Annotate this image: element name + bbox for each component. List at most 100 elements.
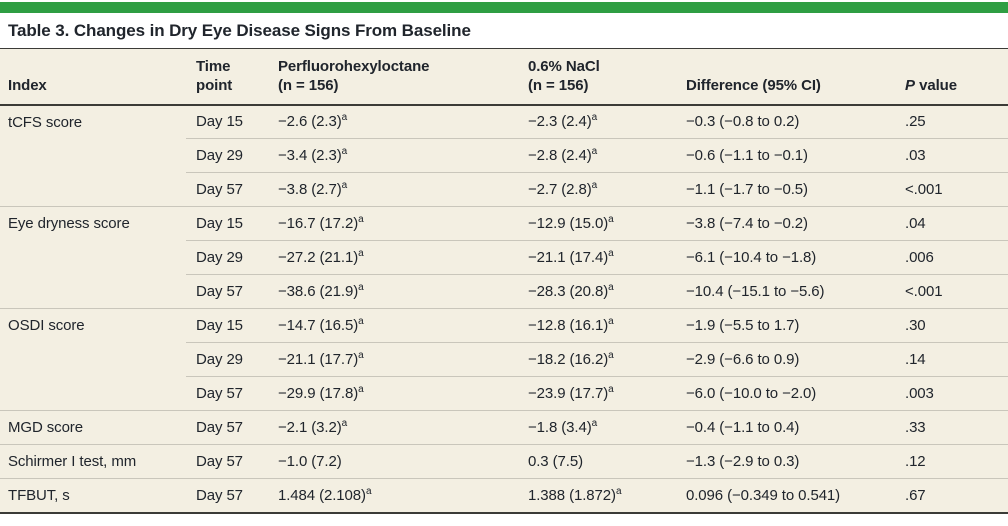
cell-pfho: −21.1 (17.7)a — [268, 342, 518, 377]
cell-index — [0, 275, 186, 309]
cell-time: Day 15 — [186, 308, 268, 343]
footnote-marker: a — [365, 485, 372, 497]
table-body: tCFS score Day 15 −2.6 (2.3)a −2.3 (2.4)a −0… — [0, 105, 1008, 513]
cell-time: Day 15 — [186, 206, 268, 241]
table-row: Day 29 −3.4 (2.3)a −2.8 (2.4)a −0.6 (−1.1 t… — [0, 138, 1008, 173]
table-row: tCFS score Day 15 −2.6 (2.3)a −2.3 (2.4)a −0… — [0, 105, 1008, 139]
cell-diff: −0.6 (−1.1 to −0.1) — [676, 138, 895, 173]
footnote-marker: a — [608, 350, 614, 361]
footnote-marker: a — [358, 282, 364, 293]
table-row: Day 57 −29.9 (17.8)a −23.9 (17.7)a −6.0 (−1… — [0, 376, 1008, 411]
cell-p: <.001 — [895, 172, 1008, 207]
cell-pfho: −3.4 (2.3)a — [268, 138, 518, 173]
cell-diff: −1.3 (−2.9 to 0.3) — [676, 444, 895, 479]
table-row: Schirmer I test, mm Day 57 −1.0 (7.2) 0.3 (… — [0, 444, 1008, 479]
cell-pfho: −38.6 (21.9)a — [268, 274, 518, 309]
cell-nacl: −2.8 (2.4)a — [518, 138, 676, 173]
table-row: OSDI score Day 15 −14.7 (16.5)a −12.8 (16.1… — [0, 308, 1008, 343]
cell-pfho: 1.484 (2.108)a — [268, 478, 518, 513]
cell-index: TFBUT, s — [0, 478, 186, 513]
footnote-marker: a — [591, 180, 598, 191]
cell-time: Day 57 — [186, 274, 268, 309]
cell-nacl: −12.9 (15.0)a — [518, 206, 676, 241]
table-row: Day 29 −21.1 (17.7)a −18.2 (16.2)a −2.9 (−6… — [0, 342, 1008, 377]
cell-nacl: 0.3 (7.5) — [518, 444, 676, 479]
cell-nacl: −2.3 (2.4)a — [528, 112, 598, 131]
cell-index — [0, 139, 186, 173]
footnote-marker: a — [608, 384, 614, 395]
cell-diff: −10.4 (−15.1 to −5.6) — [676, 274, 895, 309]
cell-index — [0, 343, 186, 377]
p-value-rest: value — [919, 76, 957, 94]
cell-p: .30 — [895, 308, 1008, 343]
cell-pfho: −29.9 (17.8)a — [268, 376, 518, 411]
table-row: MGD score Day 57 −2.1 (3.2)a −1.8 (3.4)a −0.… — [0, 410, 1008, 445]
cell-time: Day 57 — [186, 376, 268, 411]
col-header-index-label: Index — [8, 76, 47, 94]
results-table: Index Time point Perfluorohexyloctane (n… — [0, 48, 1008, 514]
col-header-nacl: 0.6% NaCl (n = 156) — [518, 48, 676, 106]
cell-pfho: −14.7 (16.5)a — [268, 308, 518, 343]
accent-bar — [0, 2, 1008, 13]
cell-index — [0, 377, 186, 411]
cell-time: Day 29 — [186, 138, 268, 173]
cell-pfho: −2.6 (2.3)a — [278, 112, 348, 131]
footnote-marker: a — [591, 112, 598, 124]
cell-p: .04 — [895, 206, 1008, 241]
footnote-marker: a — [341, 180, 348, 191]
cell-diff: −1.9 (−5.5 to 1.7) — [676, 308, 895, 343]
table-row: TFBUT, s Day 57 1.484 (2.108)a 1.388 (1.872… — [0, 478, 1008, 513]
table-header: Index Time point Perfluorohexyloctane (n… — [0, 48, 1008, 106]
footnote-marker: a — [615, 485, 622, 497]
cell-nacl: −18.2 (16.2)a — [518, 342, 676, 377]
table-row: Day 57 −38.6 (21.9)a −28.3 (20.8)a −10.4 (−… — [0, 274, 1008, 309]
table-row: Day 57 −3.8 (2.7)a −2.7 (2.8)a −1.1 (−1.7 t… — [0, 172, 1008, 207]
cell-diff: −6.0 (−10.0 to −2.0) — [676, 376, 895, 411]
cell-diff: −3.8 (−7.4 to −0.2) — [676, 206, 895, 241]
cell-nacl: −28.3 (20.8)a — [518, 274, 676, 309]
footnote-marker: a — [608, 316, 614, 327]
cell-time: Day 15 — [196, 113, 243, 131]
cell-diff: −0.3 (−0.8 to 0.2) — [686, 113, 800, 131]
cell-nacl: −12.8 (16.1)a — [518, 308, 676, 343]
cell-index: OSDI score — [0, 308, 186, 343]
cell-time: Day 57 — [186, 172, 268, 207]
cell-diff: −0.4 (−1.1 to 0.4) — [676, 410, 895, 445]
table-title: Table 3. Changes in Dry Eye Disease Sign… — [8, 20, 471, 40]
footnote-marker: a — [341, 418, 348, 429]
cell-index: tCFS score — [8, 113, 83, 131]
cell-p: .03 — [895, 138, 1008, 173]
cell-index: Schirmer I test, mm — [0, 444, 186, 479]
col-header-index: Index — [0, 48, 186, 106]
cell-pfho: −16.7 (17.2)a — [268, 206, 518, 241]
cell-time: Day 57 — [186, 444, 268, 479]
cell-nacl: 1.388 (1.872)a — [518, 478, 676, 513]
cell-diff: 0.096 (−0.349 to 0.541) — [676, 478, 895, 513]
cell-p: .006 — [895, 240, 1008, 275]
cell-p: .003 — [895, 376, 1008, 411]
cell-time: Day 57 — [186, 478, 268, 513]
col-header-time-point: Time point — [186, 48, 268, 106]
p-value-italic: P — [905, 76, 915, 94]
table-row: Eye dryness score Day 15 −16.7 (17.2)a −12.… — [0, 206, 1008, 241]
cell-p: .33 — [895, 410, 1008, 445]
footnote-marker: a — [591, 146, 598, 157]
cell-time: Day 29 — [186, 240, 268, 275]
footnote-marker: a — [358, 350, 364, 361]
footnote-marker: a — [358, 384, 364, 395]
footnote-marker: a — [341, 112, 348, 124]
cell-p: .12 — [895, 444, 1008, 479]
cell-nacl: −1.8 (3.4)a — [518, 410, 676, 445]
cell-p: <.001 — [895, 274, 1008, 309]
col-header-perfluorohexyloctane: Perfluorohexyloctane (n = 156) — [268, 48, 518, 106]
footnote-marker: a — [608, 248, 614, 259]
footnote-marker: a — [608, 282, 614, 293]
cell-p: .67 — [895, 478, 1008, 513]
cell-time: Day 57 — [186, 410, 268, 445]
cell-p: .25 — [905, 113, 926, 131]
footnote-marker: a — [608, 214, 614, 225]
cell-diff: −6.1 (−10.4 to −1.8) — [676, 240, 895, 275]
cell-pfho: −3.8 (2.7)a — [268, 172, 518, 207]
cell-index — [0, 241, 186, 275]
